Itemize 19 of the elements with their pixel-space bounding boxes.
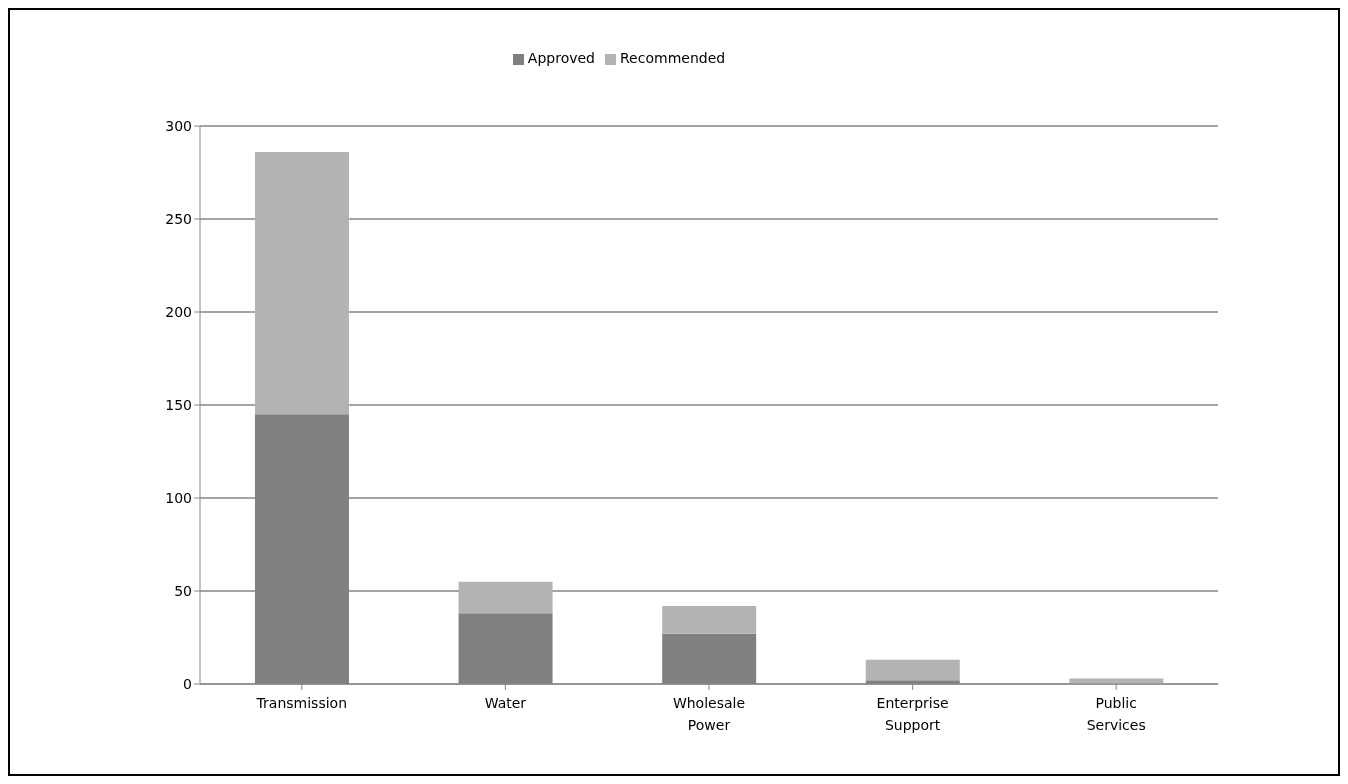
y-tick-label: 0 [183, 675, 192, 692]
bar [662, 605, 757, 634]
y-tick-label: 250 [165, 210, 192, 227]
bar [458, 581, 553, 614]
legend-label: Recommended [620, 50, 726, 66]
y-tick-label: 200 [165, 303, 192, 320]
y-tick-label: 300 [165, 117, 192, 134]
x-tick-label: Transmission [255, 695, 348, 711]
bar [1069, 678, 1164, 684]
legend-label: Approved [527, 50, 596, 66]
x-tick-label: Wholesale Power [672, 695, 746, 733]
y-tick-label: 150 [165, 396, 192, 413]
y-tick-label: 50 [174, 582, 192, 599]
x-tick-label: Public Services [1086, 695, 1146, 733]
y-tick-label: 100 [165, 489, 192, 506]
bar [865, 659, 960, 681]
x-tick-label: Water [484, 695, 527, 711]
x-tick-label: Enterprise Support [876, 695, 949, 733]
bar [254, 152, 349, 415]
